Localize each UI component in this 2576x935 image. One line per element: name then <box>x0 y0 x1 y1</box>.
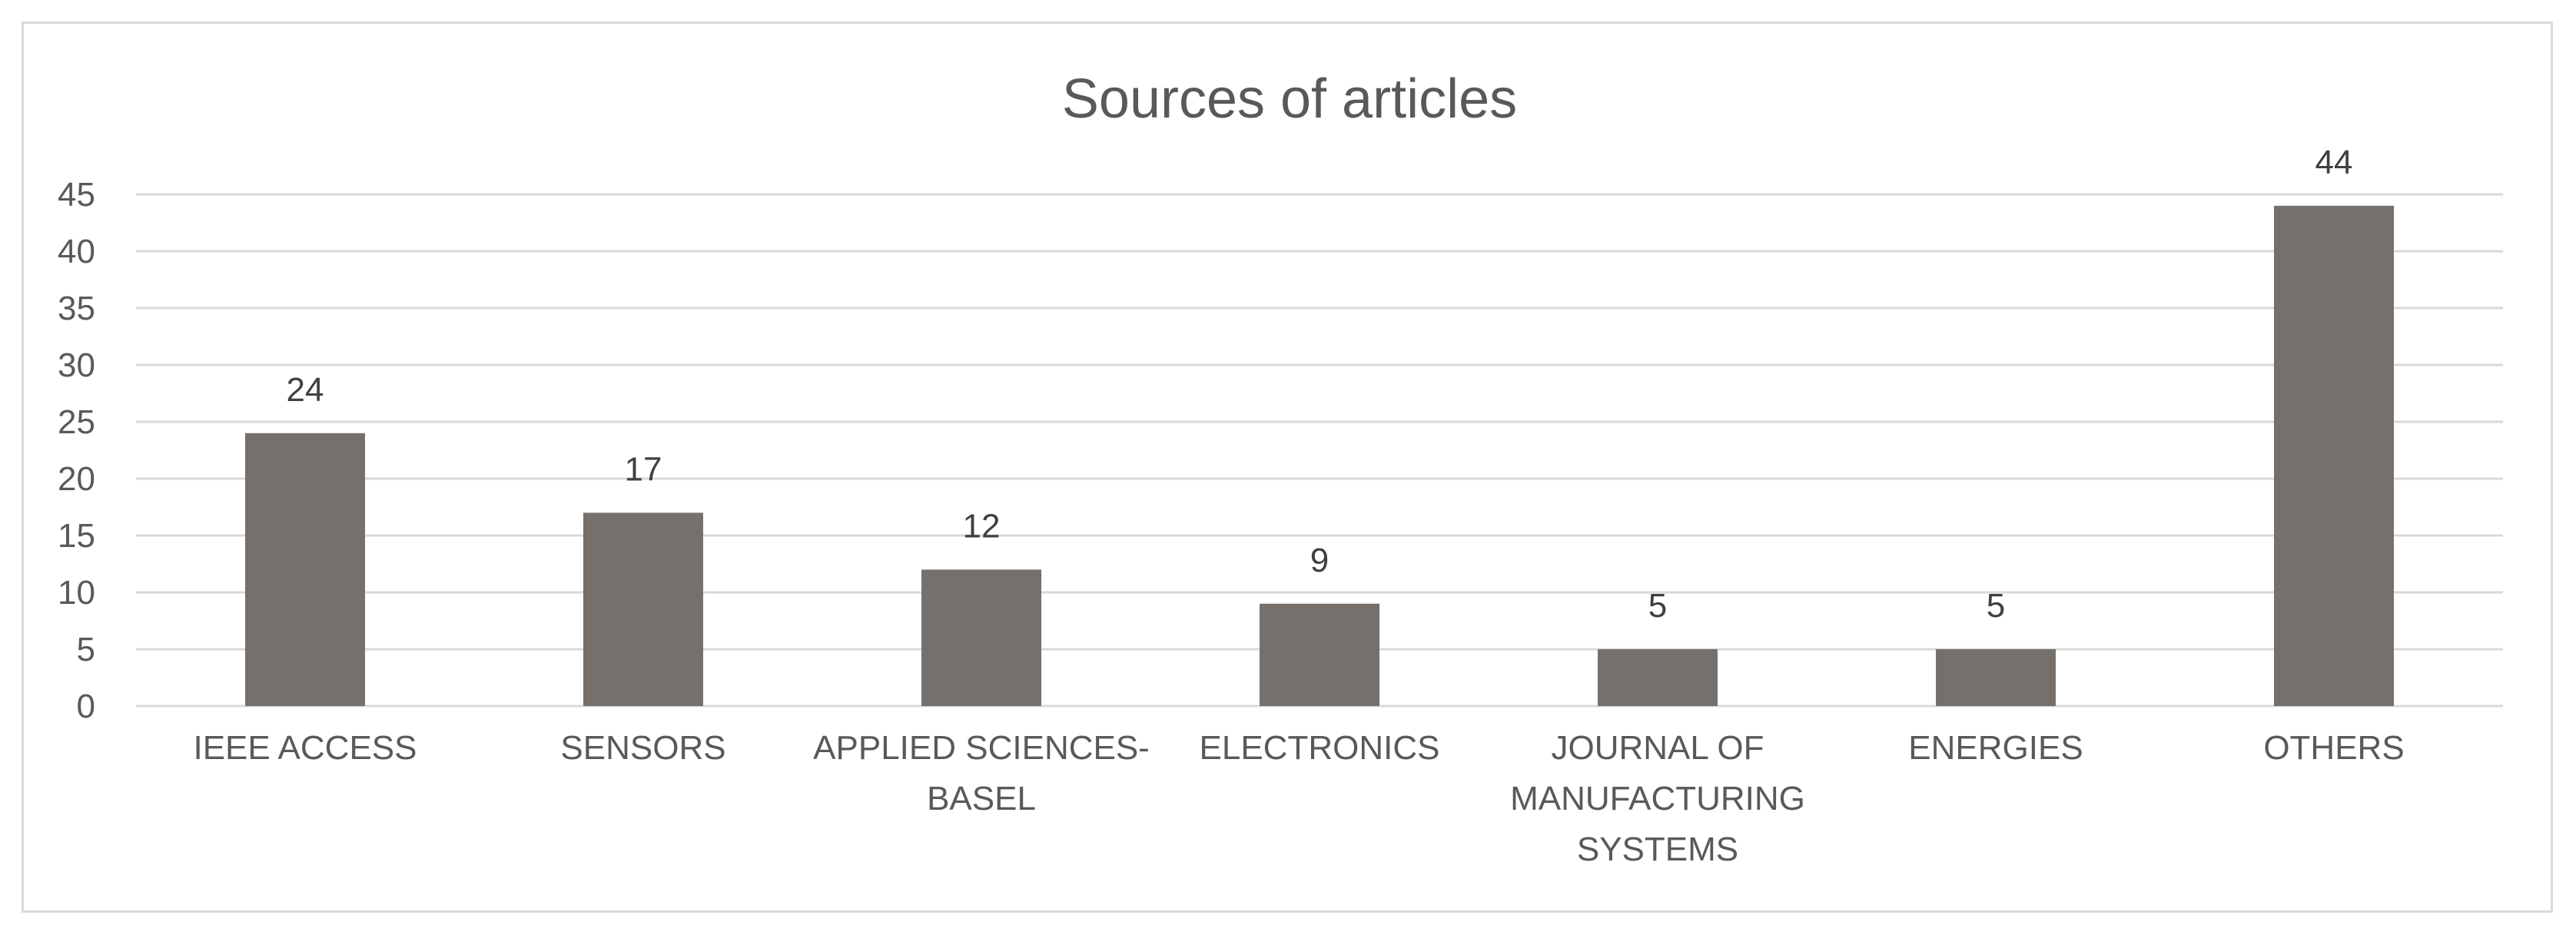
bar <box>583 512 703 706</box>
data-label: 12 <box>963 507 1001 545</box>
x-category-label: SYSTEMS <box>1577 831 1738 868</box>
bar <box>1936 649 2056 706</box>
x-category-label: ELECTRONICS <box>1200 729 1440 767</box>
bar <box>1598 649 1718 706</box>
x-axis-categories: IEEE ACCESS SENSORS APPLIED SCIENCES- BASEL… <box>193 729 2404 868</box>
data-label: 44 <box>2315 144 2353 181</box>
y-tick-label: 5 <box>77 631 95 668</box>
x-category-label: JOURNAL OF <box>1551 729 1764 767</box>
bar <box>1260 603 1379 706</box>
gridlines <box>136 193 2503 708</box>
bar <box>245 433 365 706</box>
x-category-label: IEEE ACCESS <box>193 729 417 767</box>
chart-title: Sources of articles <box>1062 68 1517 130</box>
bar-chart: Sources of articles 0 5 10 15 20 25 30 35 40 45 2… <box>58 68 2503 868</box>
data-label: 17 <box>625 450 662 488</box>
bar <box>2274 205 2394 706</box>
y-tick-label: 40 <box>58 233 95 270</box>
bar <box>921 569 1041 706</box>
y-tick-label: 30 <box>58 346 95 384</box>
x-category-label: BASEL <box>927 780 1036 817</box>
y-axis-ticks: 0 5 10 15 20 25 30 35 40 45 <box>58 176 95 725</box>
y-tick-label: 45 <box>58 176 95 214</box>
bars <box>245 205 2394 706</box>
chart-frame: Sources of articles 0 5 10 15 20 25 30 35 40 45 2… <box>22 22 2553 913</box>
data-label: 5 <box>1987 587 2005 625</box>
x-category-label: MANUFACTURING <box>1510 780 1805 817</box>
data-label: 5 <box>1648 587 1667 625</box>
x-category-label: SENSORS <box>560 729 725 767</box>
x-category-label: OTHERS <box>2263 729 2404 767</box>
data-label: 24 <box>287 371 324 409</box>
y-tick-label: 0 <box>77 688 95 725</box>
y-tick-label: 10 <box>58 574 95 612</box>
y-tick-label: 25 <box>58 403 95 441</box>
data-label: 9 <box>1310 542 1329 579</box>
y-tick-label: 20 <box>58 460 95 498</box>
y-tick-label: 35 <box>58 290 95 327</box>
x-category-label: APPLIED SCIENCES- <box>813 729 1150 767</box>
y-tick-label: 15 <box>58 517 95 555</box>
data-labels: 24 17 12 9 5 5 44 <box>287 144 2353 625</box>
x-category-label: ENERGIES <box>1908 729 2083 767</box>
